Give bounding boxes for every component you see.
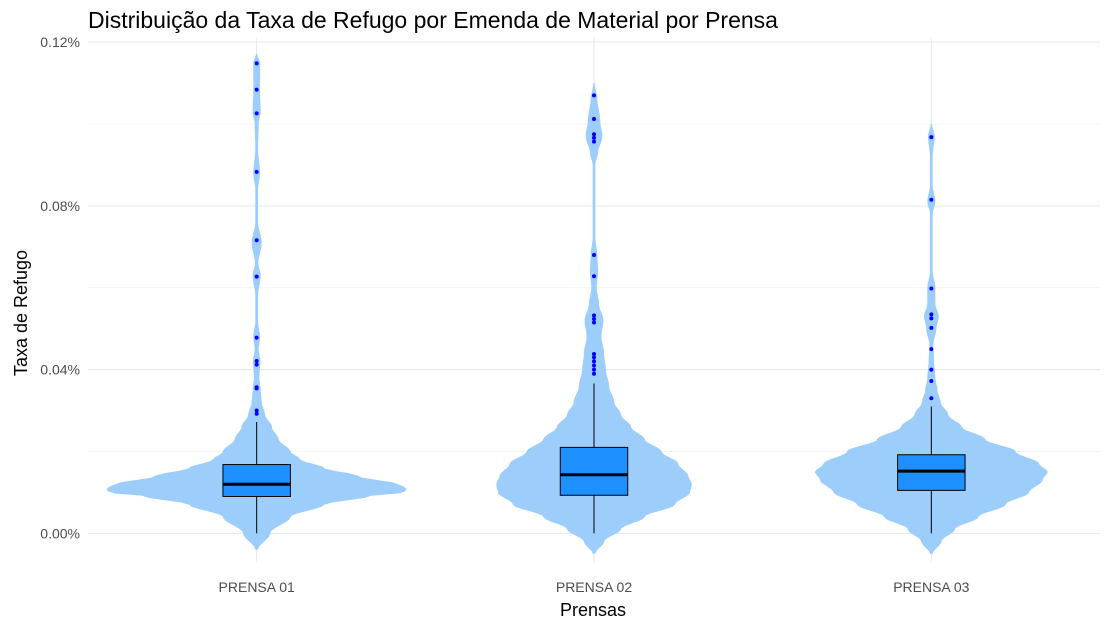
outlier-point [592, 352, 596, 357]
y-axis-title: Taxa de Refugo [11, 250, 31, 376]
outlier-point [592, 117, 596, 122]
y-tick-label: 0.00% [40, 525, 80, 541]
outlier-point [592, 367, 596, 372]
outlier-point [592, 139, 596, 144]
y-tick-label: 0.04% [40, 362, 80, 378]
outlier-point [929, 316, 934, 321]
outlier-point [929, 347, 934, 352]
outlier-point [592, 252, 596, 257]
outlier-point [592, 371, 596, 376]
outlier-point [254, 61, 259, 66]
box-prensa-02 [559, 446, 629, 496]
y-tick-label: 0.12% [40, 34, 80, 50]
outlier-point [592, 274, 596, 279]
outlier-point [254, 274, 259, 279]
outlier-point [929, 325, 934, 330]
outlier-point [592, 316, 596, 321]
outlier-point [254, 362, 259, 367]
outlier-point [592, 132, 596, 137]
box-prensa-01 [222, 464, 291, 498]
y-axis: 0.00% 0.04% 0.08% 0.12% [40, 34, 80, 541]
outliers [254, 61, 934, 416]
outlier-point [929, 286, 934, 291]
outlier-point [254, 111, 259, 116]
outlier-point [929, 312, 934, 317]
x-tick-label: PRENSA 02 [556, 579, 632, 595]
outlier-point [254, 408, 259, 413]
x-tick-label: PRENSA 01 [219, 579, 295, 595]
outlier-point [592, 93, 596, 98]
x-tick-label: PRENSA 03 [893, 579, 969, 595]
outlier-point [254, 169, 259, 174]
outlier-point [254, 87, 259, 92]
outlier-point [929, 396, 934, 401]
outlier-point [929, 197, 934, 202]
outlier-point [254, 238, 259, 243]
outlier-point [592, 313, 596, 318]
outlier-point [592, 355, 596, 360]
outlier-point [592, 320, 596, 325]
x-axis-title: Prensas [560, 600, 626, 620]
outlier-point [929, 379, 934, 384]
outlier-point [254, 386, 259, 391]
outlier-point [592, 135, 596, 140]
outlier-point [929, 367, 934, 372]
violin-prensa-01 [106, 54, 407, 550]
violin-prensa-03 [814, 123, 1048, 554]
outlier-point [929, 135, 934, 140]
x-axis: PRENSA 01 PRENSA 02 PRENSA 03 [219, 579, 970, 595]
outlier-point [592, 359, 596, 364]
outlier-point [254, 358, 259, 363]
boxplots [222, 383, 966, 534]
outlier-point [592, 363, 596, 368]
outlier-point [254, 411, 259, 416]
y-tick-label: 0.08% [40, 198, 80, 214]
outlier-point [254, 335, 259, 340]
chart-title: Distribuição da Taxa de Refugo por Emend… [88, 7, 778, 33]
